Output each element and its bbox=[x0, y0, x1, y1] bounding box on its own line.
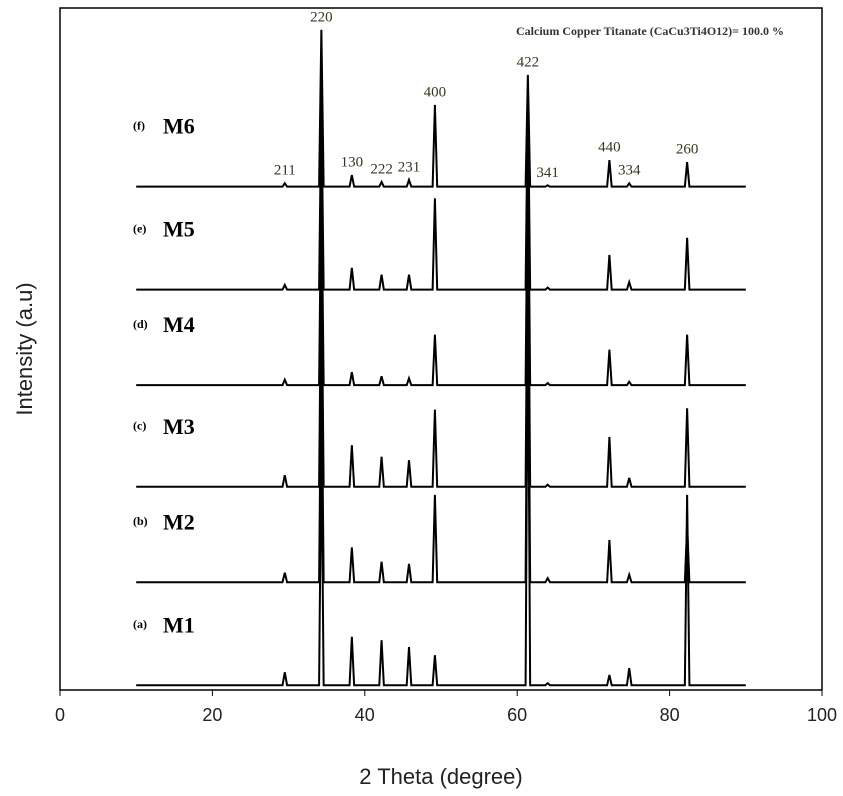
peak-label: 211 bbox=[274, 163, 296, 179]
xrd-trace bbox=[136, 140, 746, 387]
trace-tag: (b) bbox=[133, 514, 148, 528]
y-axis-label: Intensity (a.u) bbox=[12, 282, 37, 415]
x-tick-label: 40 bbox=[355, 705, 375, 725]
peak-label: 130 bbox=[341, 155, 364, 171]
xrd-trace bbox=[136, 299, 746, 687]
legend-label: M3 bbox=[163, 414, 195, 439]
trace-tag: (e) bbox=[133, 221, 146, 235]
x-tick-label: 80 bbox=[660, 705, 680, 725]
annotation: Calcium Copper Titanate (CaCu3Ti4O12)= 1… bbox=[516, 24, 784, 38]
x-axis-label: 2 Theta (degree) bbox=[359, 764, 522, 789]
trace-tag: (f) bbox=[133, 118, 145, 132]
peak-label: 260 bbox=[676, 142, 699, 158]
xrd-trace bbox=[136, 260, 746, 584]
peak-label: 231 bbox=[398, 159, 421, 175]
trace-tag: (d) bbox=[133, 317, 148, 331]
peak-label: 422 bbox=[517, 54, 540, 70]
trace-tag: (a) bbox=[133, 617, 147, 631]
peak-label: 334 bbox=[618, 163, 641, 179]
legend-label: M6 bbox=[163, 114, 195, 139]
xrd-trace bbox=[136, 200, 746, 488]
peak-label: 222 bbox=[370, 161, 393, 177]
x-tick-label: 60 bbox=[507, 705, 527, 725]
plot-frame bbox=[59, 7, 823, 691]
peak-label: 400 bbox=[424, 84, 447, 100]
xrd-trace bbox=[136, 29, 746, 188]
x-tick-label: 20 bbox=[202, 705, 222, 725]
legend-label: M4 bbox=[163, 312, 195, 337]
legend-label: M5 bbox=[163, 217, 195, 242]
peak-label: 440 bbox=[598, 140, 621, 156]
peak-label: 220 bbox=[310, 9, 333, 25]
xrd-trace bbox=[136, 89, 746, 291]
legend-label: M1 bbox=[163, 612, 195, 637]
trace-tag: (c) bbox=[133, 419, 146, 433]
legend-label: M2 bbox=[163, 509, 195, 534]
x-tick-label: 100 bbox=[807, 705, 837, 725]
peak-label: 341 bbox=[536, 165, 559, 181]
x-tick-label: 0 bbox=[55, 705, 65, 725]
